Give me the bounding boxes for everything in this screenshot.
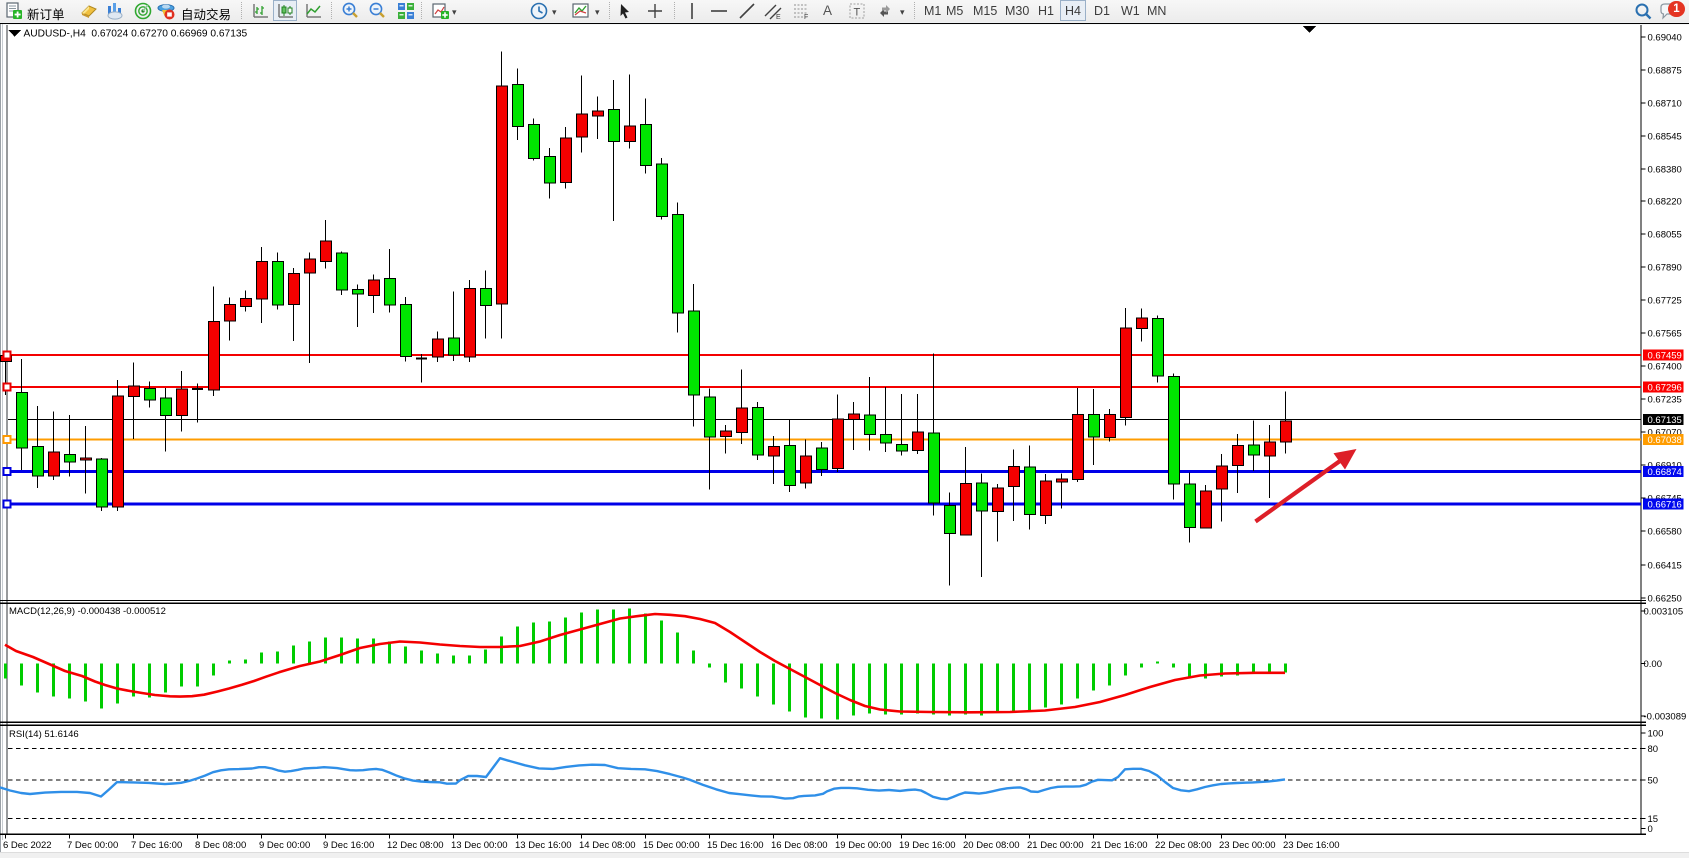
svg-text:0.67296: 0.67296 — [1648, 383, 1682, 394]
svg-text:0.67070: 0.67070 — [1648, 428, 1682, 439]
svg-text:MACD(12,26,9) -0.000438 -0.000: MACD(12,26,9) -0.000438 -0.000512 — [9, 606, 166, 617]
svg-text:0.68875: 0.68875 — [1648, 66, 1682, 77]
svg-text:0.67400: 0.67400 — [1648, 362, 1682, 373]
svg-text:9 Dec 00:00: 9 Dec 00:00 — [259, 840, 310, 851]
svg-text:20 Dec 08:00: 20 Dec 08:00 — [963, 840, 1020, 851]
svg-text:0.68220: 0.68220 — [1648, 197, 1682, 208]
svg-text:0.67235: 0.67235 — [1648, 395, 1682, 406]
svg-text:12 Dec 08:00: 12 Dec 08:00 — [387, 840, 444, 851]
svg-text:14 Dec 08:00: 14 Dec 08:00 — [579, 840, 636, 851]
svg-text:0.68545: 0.68545 — [1648, 132, 1682, 143]
svg-text:0.66874: 0.66874 — [1648, 467, 1682, 478]
svg-text:19 Dec 00:00: 19 Dec 00:00 — [835, 840, 892, 851]
svg-text:0.66250: 0.66250 — [1648, 594, 1682, 605]
svg-text:7 Dec 00:00: 7 Dec 00:00 — [67, 840, 118, 851]
svg-text:AUDUSD-,H4 0.67024 0.67270 0.: AUDUSD-,H4 0.67024 0.67270 0.66969 0.671… — [24, 29, 248, 40]
svg-text:0.67890: 0.67890 — [1648, 263, 1682, 274]
svg-text:22 Dec 08:00: 22 Dec 08:00 — [1155, 840, 1212, 851]
svg-text:8 Dec 08:00: 8 Dec 08:00 — [195, 840, 246, 851]
svg-text:15 Dec 16:00: 15 Dec 16:00 — [707, 840, 764, 851]
svg-text:0.67459: 0.67459 — [1648, 351, 1682, 362]
svg-text:0.68710: 0.68710 — [1648, 99, 1682, 110]
svg-text:0.69040: 0.69040 — [1648, 33, 1682, 44]
svg-text:0: 0 — [1648, 824, 1653, 835]
svg-text:0.68380: 0.68380 — [1648, 165, 1682, 176]
svg-text:0.67565: 0.67565 — [1648, 329, 1682, 340]
svg-text:7 Dec 16:00: 7 Dec 16:00 — [131, 840, 182, 851]
svg-text:9 Dec 16:00: 9 Dec 16:00 — [323, 840, 374, 851]
svg-text:0.67038: 0.67038 — [1648, 435, 1682, 446]
svg-text:E: E — [776, 14, 781, 20]
svg-text:80: 80 — [1648, 744, 1659, 755]
svg-text:6 Dec 2022: 6 Dec 2022 — [3, 840, 52, 851]
svg-text:0.66716: 0.66716 — [1648, 500, 1682, 511]
svg-text:23 Dec 00:00: 23 Dec 00:00 — [1219, 840, 1276, 851]
svg-text:0.00: 0.00 — [1644, 659, 1663, 670]
svg-text:0.68055: 0.68055 — [1648, 230, 1682, 241]
svg-text:13 Dec 16:00: 13 Dec 16:00 — [515, 840, 572, 851]
svg-text:-0.003089: -0.003089 — [1644, 712, 1687, 723]
svg-text:0.66415: 0.66415 — [1648, 561, 1682, 572]
svg-text:0.67725: 0.67725 — [1648, 296, 1682, 307]
svg-text:13 Dec 00:00: 13 Dec 00:00 — [451, 840, 508, 851]
svg-text:0.66580: 0.66580 — [1648, 527, 1682, 538]
svg-text:0.67135: 0.67135 — [1648, 415, 1682, 426]
svg-text:0.003105: 0.003105 — [1644, 607, 1684, 618]
svg-text:50: 50 — [1648, 776, 1659, 787]
svg-text:19 Dec 16:00: 19 Dec 16:00 — [899, 840, 956, 851]
svg-text:15: 15 — [1648, 814, 1659, 825]
svg-text:F: F — [804, 14, 808, 20]
svg-text:T: T — [854, 7, 861, 19]
svg-text:23 Dec 16:00: 23 Dec 16:00 — [1283, 840, 1340, 851]
svg-text:100: 100 — [1648, 729, 1664, 740]
svg-text:16 Dec 08:00: 16 Dec 08:00 — [771, 840, 828, 851]
svg-text:21 Dec 00:00: 21 Dec 00:00 — [1027, 840, 1084, 851]
svg-text:21 Dec 16:00: 21 Dec 16:00 — [1091, 840, 1148, 851]
svg-text:15 Dec 00:00: 15 Dec 00:00 — [643, 840, 700, 851]
svg-text:RSI(14) 51.6146: RSI(14) 51.6146 — [9, 729, 79, 740]
